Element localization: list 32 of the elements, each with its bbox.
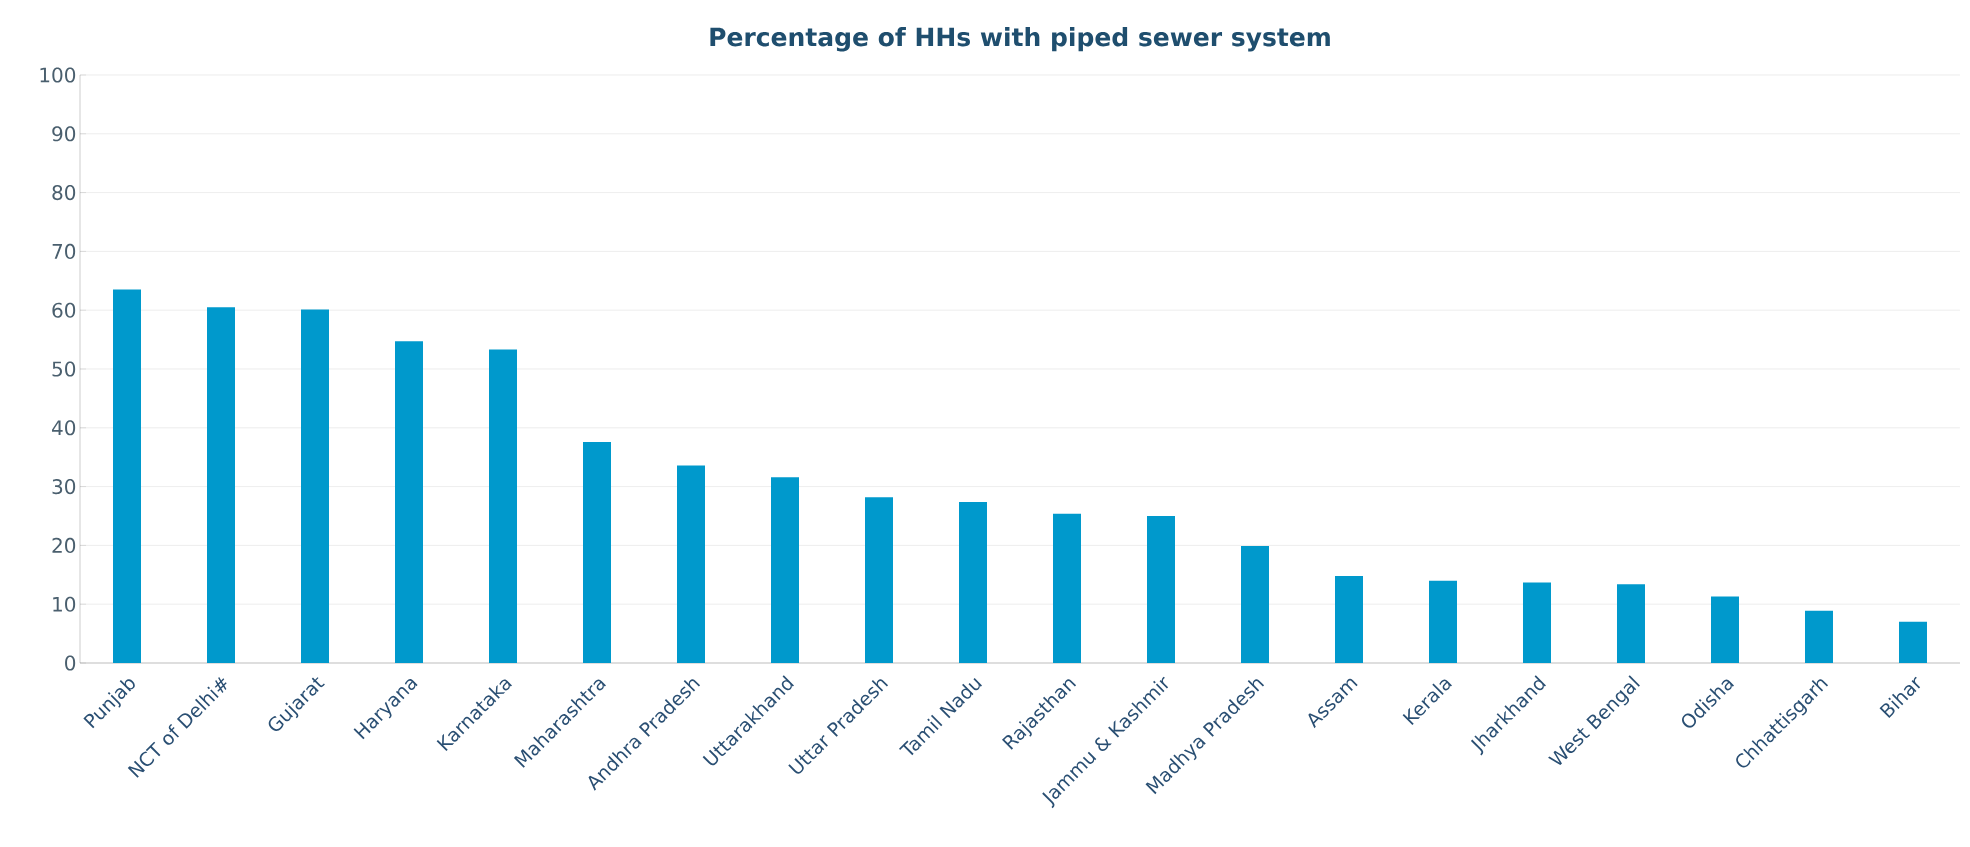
y-tick-label: 20 (52, 537, 76, 553)
y-tick-label: 10 (53, 596, 76, 612)
bar (207, 307, 235, 663)
bar (771, 477, 799, 663)
bar (395, 341, 424, 663)
y-tick-label: 70 (52, 243, 76, 259)
bar (1899, 621, 1927, 663)
y-tick-label: 80 (52, 185, 76, 201)
y-tick-label: 40 (52, 420, 76, 436)
chart-title: Percentage of HHs with piped sewer system (710, 27, 1330, 52)
bar (1805, 610, 1833, 663)
bar (1429, 580, 1457, 663)
y-tick-label: 60 (52, 302, 76, 318)
bar (1710, 596, 1739, 663)
y-tick-label: 0 (65, 655, 76, 671)
bar (1523, 582, 1551, 663)
bar (1616, 584, 1645, 663)
bar (113, 289, 141, 663)
bar (583, 441, 611, 663)
bar (301, 309, 330, 663)
bar (959, 501, 987, 663)
bar (1053, 513, 1081, 663)
bar (1241, 545, 1269, 663)
y-tick-label: 100 (40, 67, 76, 83)
bar (489, 349, 517, 663)
bar (677, 465, 705, 663)
y-tick-label: 30 (52, 479, 76, 495)
bar (1147, 516, 1175, 663)
y-tick-label: 90 (52, 126, 76, 142)
bar (1335, 575, 1363, 663)
bar (865, 497, 893, 663)
y-tick-label: 50 (52, 361, 76, 377)
